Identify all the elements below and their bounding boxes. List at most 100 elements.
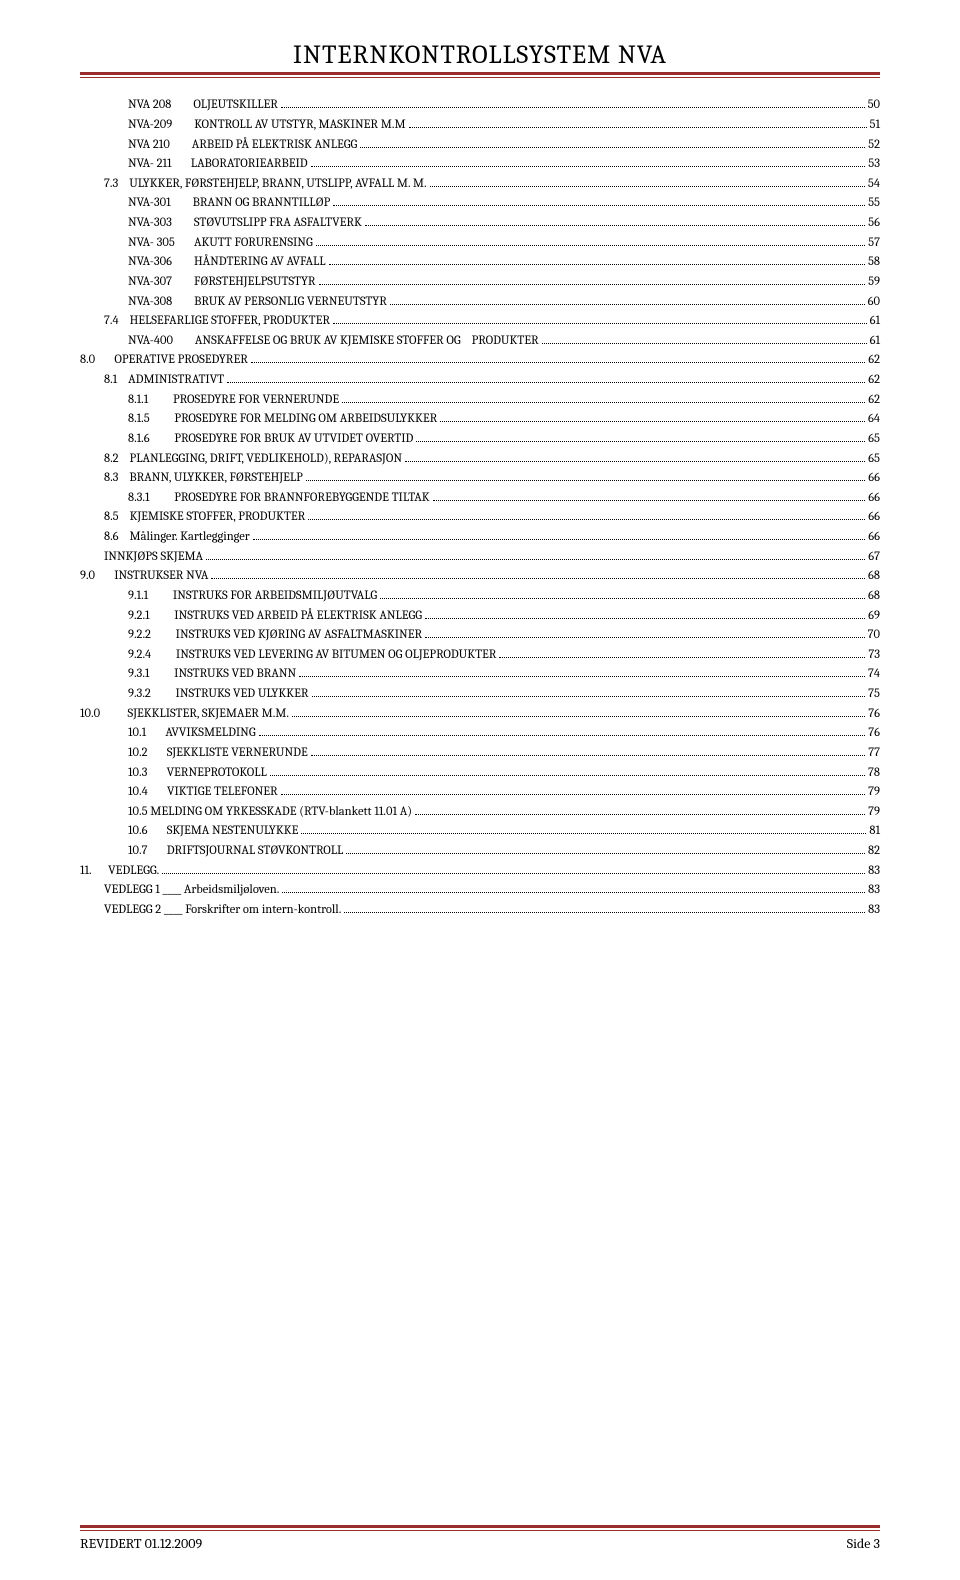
toc-leader-dots (253, 528, 865, 540)
toc-row: INNKJØPS SKJEMA 67 (80, 547, 880, 567)
toc-entry-label: 8.1.5 PROSEDYRE FOR MELDING OM ARBEIDSUL… (128, 410, 437, 429)
toc-entry-page: 50 (868, 96, 880, 115)
toc-entry-page: 55 (868, 194, 880, 213)
toc-row: NVA-400 ANSKAFFELSE OG BRUK AV KJEMISKE … (80, 332, 880, 352)
toc-leader-dots (211, 567, 865, 579)
toc-entry-label: 8.5 KJEMISKE STOFFER, PRODUKTER (104, 508, 305, 527)
toc-row: VEDLEGG 2 ____ Forskrifter om intern-kon… (80, 901, 880, 921)
toc-row: 10.4 VIKTIGE TELEFONER79 (80, 783, 880, 803)
toc-entry-page: 62 (868, 371, 880, 390)
toc-row: NVA- 211 LABORATORIEARBEID53 (80, 155, 880, 175)
toc-entry-label: 8.1 ADMINISTRATIVT (104, 371, 224, 390)
toc-entry-label: 9.3.2 INSTRUKS VED ULYKKER (128, 685, 309, 704)
toc-leader-dots (282, 881, 865, 893)
toc-leader-dots (342, 390, 865, 402)
toc-entry-label: 8.2 PLANLEGGING, DRIFT, VEDLIKEHOLD), RE… (104, 450, 402, 469)
toc-row: 10.6 SKJEMA NESTENULYKKE81 (80, 822, 880, 842)
toc-entry-label: 10.1 AVVIKSMELDING (128, 724, 256, 743)
toc-leader-dots (333, 194, 865, 206)
document-title: INTERNKONTROLLSYSTEM NVA (80, 40, 880, 70)
toc-entry-label: 9.0 INSTRUKSER NVA (80, 567, 208, 586)
toc-row: NVA-301 BRANN OG BRANNTILLØP 55 (80, 194, 880, 214)
toc-entry-page: 68 (868, 567, 880, 586)
document-page: INTERNKONTROLLSYSTEM NVA NVA 208 OLJEUTS… (0, 0, 960, 1580)
toc-leader-dots (499, 646, 865, 658)
toc-row: 9.2.2 INSTRUKS VED KJØRING AV ASFALTMASK… (80, 626, 880, 646)
toc-row: 8.2 PLANLEGGING, DRIFT, VEDLIKEHOLD), RE… (80, 449, 880, 469)
toc-row: NVA 208 OLJEUTSKILLER 50 (80, 96, 880, 116)
toc-entry-page: 70 (868, 626, 880, 645)
toc-entry-label: 9.1.1 INSTRUKS FOR ARBEIDSMILJØUTVALG (128, 587, 377, 606)
toc-entry-label: INNKJØPS SKJEMA (104, 548, 203, 567)
toc-row: 10.5 MELDING OM YRKESSKADE (RTV-blankett… (80, 803, 880, 823)
toc-leader-dots (405, 449, 865, 461)
toc-leader-dots (281, 783, 865, 795)
toc-entry-label: 8.1.6 PROSEDYRE FOR BRUK AV UTVIDET OVER… (128, 430, 413, 449)
toc-entry-label: 8.3.1 PROSEDYRE FOR BRANNFOREBYGGENDE TI… (128, 489, 430, 508)
toc-row: NVA-308 BRUK AV PERSONLIG VERNEUTSTYR60 (80, 292, 880, 312)
toc-row: 9.0 INSTRUKSER NVA 68 (80, 567, 880, 587)
toc-row: NVA- 305 AKUTT FORURENSING 57 (80, 233, 880, 253)
toc-row: 11. VEDLEGG.83 (80, 861, 880, 881)
toc-entry-label: 8.6 Målinger. Kartlegginger (104, 528, 250, 547)
toc-entry-label: 8.1.1 PROSEDYRE FOR VERNERUNDE (128, 391, 339, 410)
toc-leader-dots (542, 332, 867, 344)
toc-entry-page: 53 (868, 155, 880, 174)
toc-entry-label: 10.3 VERNEPROTOKOLL (128, 764, 267, 783)
toc-row: 8.1.1 PROSEDYRE FOR VERNERUNDE 62 (80, 390, 880, 410)
footer-page-number: Side 3 (847, 1535, 880, 1552)
toc-leader-dots (259, 724, 866, 736)
toc-row: 8.0 OPERATIVE PROSEDYRER62 (80, 351, 880, 371)
toc-row: 10.1 AVVIKSMELDING76 (80, 724, 880, 744)
toc-entry-label: NVA-301 BRANN OG BRANNTILLØP (128, 194, 330, 213)
toc-entry-page: 67 (868, 548, 880, 567)
toc-row: 9.3.2 INSTRUKS VED ULYKKER 75 (80, 685, 880, 705)
toc-entry-label: NVA-400 ANSKAFFELSE OG BRUK AV KJEMISKE … (128, 332, 539, 351)
toc-entry-page: 58 (868, 253, 880, 272)
toc-entry-label: NVA-308 BRUK AV PERSONLIG VERNEUTSTYR (128, 293, 387, 312)
toc-entry-page: 75 (868, 685, 880, 704)
toc-row: 9.1.1 INSTRUKS FOR ARBEIDSMILJØUTVALG68 (80, 587, 880, 607)
toc-entry-label: 7.3 ULYKKER, FØRSTEHJELP, BRANN, UTSLIPP… (104, 175, 427, 194)
toc-leader-dots (409, 116, 867, 128)
toc-leader-dots (416, 430, 865, 442)
toc-row: NVA-209 KONTROLL AV UTSTYR, MASKINER M.M… (80, 116, 880, 136)
toc-entry-page: 57 (868, 234, 880, 253)
toc-leader-dots (299, 665, 865, 677)
footer-revised-date: REVIDERT 01.12.2009 (80, 1535, 202, 1552)
toc-leader-dots (306, 469, 865, 481)
toc-entry-page: 65 (868, 450, 880, 469)
toc-entry-page: 66 (868, 528, 880, 547)
toc-entry-page: 83 (868, 862, 880, 881)
toc-entry-page: 66 (868, 469, 880, 488)
toc-leader-dots (333, 312, 867, 324)
footer-divider (80, 1525, 880, 1531)
toc-entry-label: NVA-307 FØRSTEHJELPSUTSTYR (128, 273, 316, 292)
toc-entry-label: NVA 208 OLJEUTSKILLER (128, 96, 278, 115)
toc-entry-label: VEDLEGG 1 ____ Arbeidsmiljøloven. (104, 881, 279, 900)
title-divider (80, 72, 880, 78)
toc-row: NVA 210 ARBEID PÅ ELEKTRISK ANLEGG52 (80, 135, 880, 155)
toc-entry-page: 66 (868, 508, 880, 527)
toc-leader-dots (292, 704, 865, 716)
toc-entry-label: 10.0 SJEKKLISTER, SKJEMAER M.M. (80, 705, 289, 724)
toc-leader-dots (344, 901, 865, 913)
toc-entry-page: 62 (868, 391, 880, 410)
toc-entry-label: NVA 210 ARBEID PÅ ELEKTRISK ANLEGG (128, 136, 357, 155)
toc-row: 8.3.1 PROSEDYRE FOR BRANNFOREBYGGENDE TI… (80, 489, 880, 509)
toc-entry-page: 79 (868, 803, 880, 822)
toc-entry-page: 54 (868, 175, 880, 194)
toc-leader-dots (390, 292, 865, 304)
toc-entry-label: 10.5 MELDING OM YRKESSKADE (RTV-blankett… (128, 803, 412, 822)
toc-entry-page: 83 (868, 901, 880, 920)
toc-row: 10.3 VERNEPROTOKOLL78 (80, 763, 880, 783)
toc-entry-page: 65 (868, 430, 880, 449)
toc-entry-page: 62 (868, 351, 880, 370)
toc-leader-dots (308, 508, 865, 520)
toc-entry-label: NVA- 305 AKUTT FORURENSING (128, 234, 313, 253)
toc-entry-page: 81 (869, 822, 880, 841)
toc-leader-dots (162, 861, 865, 873)
toc-row: 9.2.1 INSTRUKS VED ARBEID PÅ ELEKTRISK A… (80, 606, 880, 626)
toc-leader-dots (206, 547, 865, 559)
toc-leader-dots (301, 822, 866, 834)
